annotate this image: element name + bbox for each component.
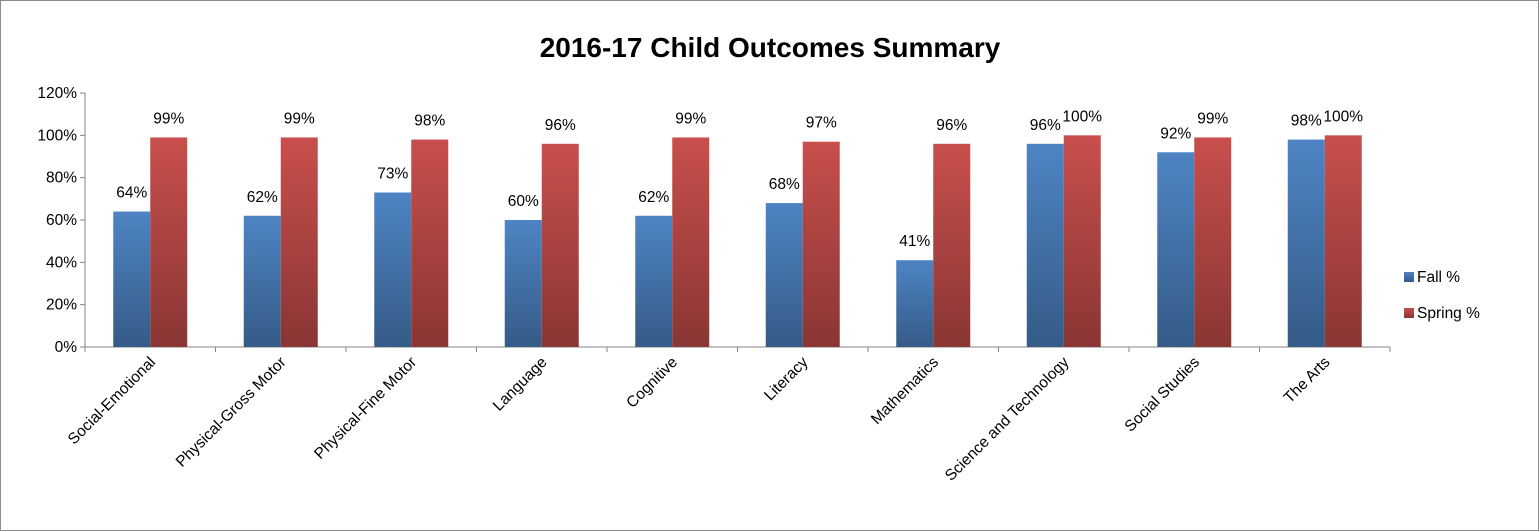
- y-tick-label: 100%: [37, 127, 77, 144]
- bar-fall: [635, 215, 673, 347]
- data-label-fall: 60%: [508, 193, 539, 210]
- legend-label-spring: Spring %: [1417, 305, 1480, 322]
- bar-fall: [1287, 139, 1325, 347]
- data-label-spring: 100%: [1062, 108, 1102, 125]
- x-category-label: Physical-Gross Motor: [173, 354, 290, 471]
- x-category-label: The Arts: [1281, 354, 1334, 407]
- legend-label-fall: Fall %: [1417, 269, 1460, 286]
- bar-fall: [504, 220, 542, 347]
- data-label-fall: 62%: [247, 189, 278, 206]
- y-tick-label: 120%: [37, 85, 77, 102]
- bar-spring: [541, 143, 579, 347]
- data-label-spring: 100%: [1323, 108, 1363, 125]
- x-category-label: Social-Emotional: [65, 354, 159, 448]
- bar-spring: [933, 143, 971, 347]
- data-label-spring: 99%: [675, 110, 706, 127]
- x-category-label: Mathematics: [868, 354, 942, 428]
- bar-spring: [1063, 135, 1101, 347]
- data-label-fall: 96%: [1030, 117, 1061, 134]
- data-label-fall: 92%: [1160, 125, 1191, 142]
- data-label-spring: 99%: [284, 110, 315, 127]
- legend-swatch-fall: [1404, 272, 1414, 282]
- bar-spring: [280, 137, 318, 347]
- bar-fall: [113, 211, 151, 347]
- x-category-label: Science and Technology: [942, 354, 1073, 485]
- bar-layer: [113, 135, 1362, 347]
- x-category-label: Physical-Fine Motor: [311, 354, 420, 463]
- data-label-spring: 97%: [806, 115, 837, 132]
- bar-spring: [150, 137, 188, 347]
- y-tick-label: 60%: [46, 212, 77, 229]
- x-category-label: Social Studies: [1122, 354, 1204, 436]
- data-label-spring: 98%: [414, 113, 445, 130]
- bar-fall: [1026, 143, 1064, 347]
- bar-fall: [765, 203, 803, 347]
- legend: Fall % Spring %: [1404, 269, 1480, 322]
- bar-spring: [1324, 135, 1362, 347]
- bar-fall: [374, 192, 412, 347]
- y-tick-label: 0%: [55, 339, 78, 356]
- bar-fall: [1157, 152, 1195, 347]
- data-label-fall: 41%: [899, 233, 930, 250]
- x-category-label: Language: [490, 354, 551, 415]
- bar-fall: [896, 260, 934, 347]
- y-tick-label: 20%: [46, 297, 77, 314]
- y-tick-label: 40%: [46, 254, 77, 271]
- data-label-fall: 62%: [638, 189, 669, 206]
- bar-spring: [802, 141, 840, 347]
- bar-spring: [672, 137, 710, 347]
- bar-spring: [1194, 137, 1232, 347]
- x-category-label: Literacy: [761, 354, 812, 405]
- data-label-fall: 98%: [1291, 113, 1322, 130]
- data-label-spring: 99%: [153, 110, 184, 127]
- data-label-spring: 96%: [545, 117, 576, 134]
- chart-title: 2016-17 Child Outcomes Summary: [540, 32, 1001, 63]
- y-tick-label: 80%: [46, 170, 77, 187]
- data-label-spring: 99%: [1197, 110, 1228, 127]
- data-label-fall: 68%: [769, 176, 800, 193]
- bar-fall: [243, 215, 281, 347]
- data-label-fall: 73%: [377, 165, 408, 182]
- x-category-label: Cognitive: [623, 354, 681, 412]
- bar-spring: [411, 139, 449, 347]
- data-label-spring: 96%: [936, 117, 967, 134]
- data-label-fall: 64%: [116, 185, 147, 202]
- legend-swatch-spring: [1404, 308, 1414, 318]
